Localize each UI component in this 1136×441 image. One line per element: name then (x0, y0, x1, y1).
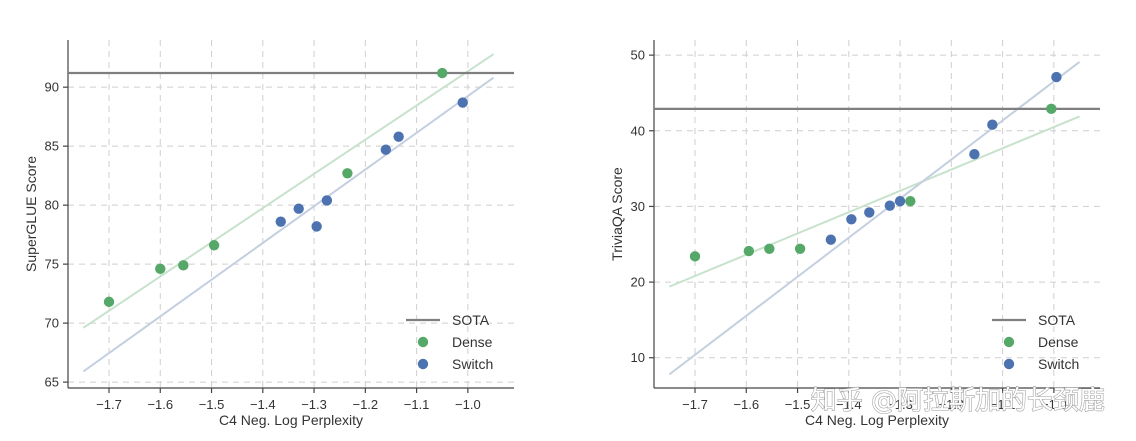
point-switch (321, 195, 333, 206)
legend-swatch-switch (417, 358, 429, 370)
x-tick-label: −1.7 (682, 397, 708, 412)
point-dense (743, 245, 755, 257)
x-tick-label: −1.3 (887, 397, 913, 412)
point-dense (178, 260, 189, 271)
y-axis-label: SuperGLUE Score (23, 156, 39, 272)
legend-label-switch: Switch (1038, 356, 1079, 372)
legend: SOTA Dense Switch (406, 312, 493, 372)
x-tick-label: −1.0 (1041, 397, 1067, 412)
legend-label-sota: SOTA (1038, 312, 1076, 328)
point-switch (293, 203, 304, 214)
point-switch (1051, 71, 1062, 83)
superglue-chart: −1.7 −1.6 −1.5 −1.4 −1.3 −1.2 −1.1 −1.0 65 70 75 80… (23, 40, 514, 428)
x-tick-label: −1.1 (404, 397, 430, 412)
point-dense (764, 243, 775, 254)
point-switch (969, 149, 980, 160)
fit-line-switch (82, 76, 495, 373)
point-switch (380, 144, 392, 155)
y-tick-label: 30 (631, 199, 645, 214)
x-tick-label: −1.2 (938, 397, 964, 412)
y-tick-label: 80 (45, 198, 59, 213)
y-tick-label: 20 (631, 275, 645, 290)
point-switch (825, 234, 837, 245)
x-tick-label: −1.3 (301, 397, 327, 412)
point-dense (437, 67, 448, 79)
point-switch (275, 216, 286, 227)
y-tick-label: 70 (45, 316, 59, 331)
point-switch (311, 221, 322, 232)
x-tick-label: −1.5 (785, 397, 811, 412)
watermark-text: 知乎 @阿拉斯加的长颈鹿 (811, 386, 1105, 416)
y-tick-label: 10 (631, 350, 645, 365)
point-dense (689, 251, 701, 262)
point-switch (393, 131, 404, 142)
fit-line-switch (668, 61, 1081, 376)
legend-label-dense: Dense (452, 334, 493, 350)
point-dense (342, 168, 353, 179)
y-tick-label: 75 (45, 257, 59, 272)
point-dense (103, 296, 115, 308)
legend-swatch-dense (417, 336, 429, 348)
x-tick-label: −1.6 (147, 397, 173, 412)
point-dense (905, 195, 916, 207)
x-tick-label: −1.6 (733, 397, 759, 412)
y-axis-label: TriviaQA Score (609, 167, 625, 261)
point-dense (794, 243, 806, 254)
x-tick-label: −1.4 (836, 397, 862, 412)
y-tick-label: 90 (45, 80, 59, 95)
point-dense (208, 240, 220, 251)
point-switch (457, 97, 468, 108)
y-tick-label: 85 (45, 139, 59, 154)
legend-swatch-dense (1003, 336, 1015, 348)
legend-label-sota: SOTA (452, 312, 490, 328)
point-dense (155, 263, 166, 275)
point-switch (884, 200, 896, 211)
y-tick-label: 65 (45, 375, 59, 390)
legend-swatch-switch (1003, 358, 1015, 370)
point-dense (1046, 103, 1057, 115)
point-switch (987, 119, 998, 130)
x-tick-label: −1.7 (96, 397, 122, 412)
fit-line-dense (668, 115, 1080, 288)
x-tick-label: −1.0 (455, 397, 481, 412)
x-tick-label: −1.1 (990, 397, 1016, 412)
x-tick-label: −1.4 (250, 397, 276, 412)
x-axis-label: C4 Neg. Log Perplexity (805, 412, 949, 428)
legend: SOTA Dense Switch (992, 312, 1079, 372)
x-tick-label: −1.2 (352, 397, 378, 412)
legend-label-dense: Dense (1038, 334, 1079, 350)
point-switch (864, 207, 875, 218)
triviaqa-chart: −1.7 −1.6 −1.5 −1.4 −1.3 −1.2 −1.1 −1.0 10 20 30 40… (609, 40, 1100, 428)
legend-label-switch: Switch (452, 356, 493, 372)
y-tick-label: 50 (631, 48, 645, 63)
x-tick-label: −1.5 (199, 397, 225, 412)
point-switch (894, 195, 906, 207)
point-switch (846, 214, 857, 225)
fit-line-dense (82, 53, 495, 329)
y-tick-label: 40 (631, 123, 645, 138)
x-axis-label: C4 Neg. Log Perplexity (219, 412, 363, 428)
